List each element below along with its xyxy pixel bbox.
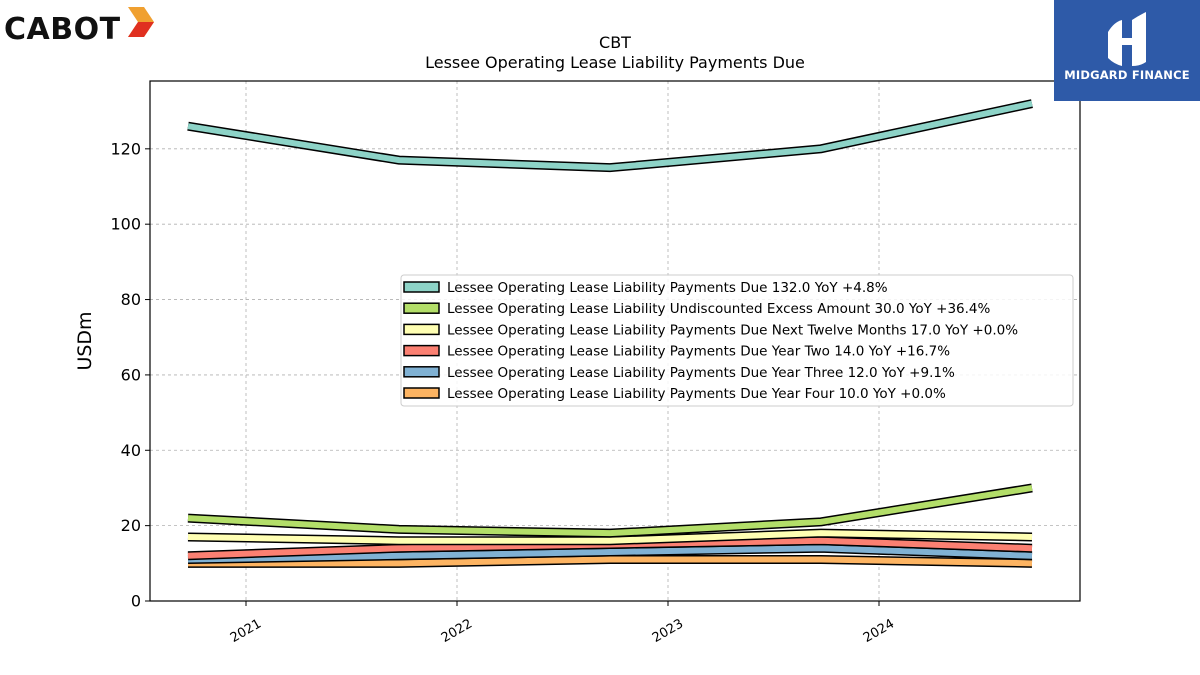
series-line <box>187 100 1033 171</box>
brand-left-mark-icon <box>128 7 154 37</box>
legend-entry: Lessee Operating Lease Liability Payment… <box>447 280 888 296</box>
legend-box <box>400 274 1074 407</box>
x-tick-label: 2023 <box>650 616 686 646</box>
x-tick-label: 2024 <box>861 616 897 646</box>
y-tick-label: 100 <box>110 215 141 234</box>
series-layer <box>187 99 1033 568</box>
legend-swatch <box>403 281 440 293</box>
brand-left-logo: CABOT <box>4 12 121 47</box>
legend-swatch <box>403 323 440 336</box>
x-axis: 2021 2022 2023 2024 <box>228 601 897 646</box>
y-tick-label: 20 <box>121 516 141 535</box>
legend-entry: Lessee Operating Lease Liability Undisco… <box>447 301 991 317</box>
y-axis-label: USDm <box>74 311 96 370</box>
legend-swatch <box>403 344 440 357</box>
y-tick-label: 60 <box>121 365 141 384</box>
legend-entry: Lessee Operating Lease Liability Payment… <box>447 344 950 360</box>
plot-frame <box>149 80 1081 602</box>
legend-entry: Lessee Operating Lease Liability Payment… <box>447 322 1018 338</box>
series-line <box>187 484 1033 537</box>
legend-swatch <box>403 302 440 314</box>
legend: Lessee Operating Lease Liability Payment… <box>400 274 1074 407</box>
y-tick-label: 0 <box>131 592 141 611</box>
legend-swatch <box>403 366 440 378</box>
y-tick-label: 80 <box>121 290 141 309</box>
x-tick-label: 2021 <box>228 616 264 646</box>
legend-entry: Lessee Operating Lease Liability Payment… <box>447 365 955 381</box>
brand-right-logo: MIDGARD FINANCE <box>1054 0 1200 101</box>
series-line <box>187 530 1033 544</box>
x-tick-label: 2022 <box>439 616 475 646</box>
chart-subtitle: Lessee Operating Lease Liability Payment… <box>425 53 805 72</box>
legend-swatch <box>403 387 440 399</box>
series-line <box>187 545 1033 563</box>
legend-entry: Lessee Operating Lease Liability Payment… <box>447 386 946 402</box>
chart-title: CBT <box>599 33 631 52</box>
brand-right-mark-icon <box>1108 12 1146 66</box>
y-tick-label: 40 <box>121 441 141 460</box>
y-tick-label: 120 <box>110 139 141 158</box>
series-line-outline <box>187 99 1033 173</box>
brand-right-name: MIDGARD FINANCE <box>1064 68 1190 82</box>
y-axis: 0 20 40 60 80 100 120 <box>110 139 150 611</box>
series-line <box>188 556 1033 567</box>
